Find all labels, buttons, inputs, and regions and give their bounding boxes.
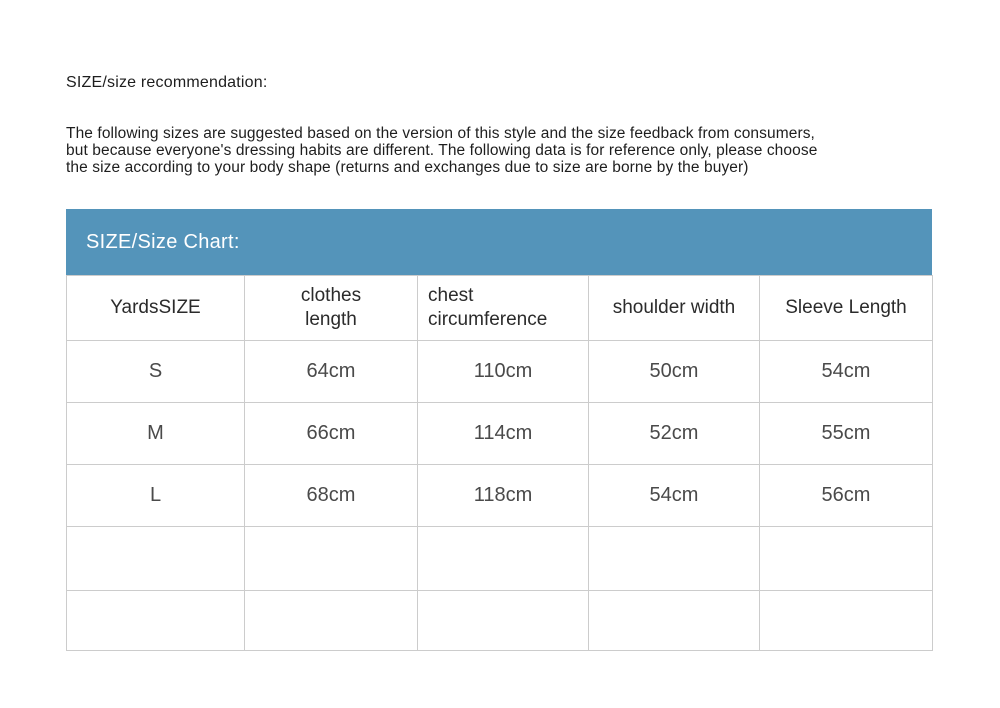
table-row-empty	[66, 590, 933, 651]
cell-shoulder-width: 50cm	[588, 340, 760, 403]
cell-empty	[244, 526, 418, 591]
description-line: but because everyone's dressing habits a…	[66, 142, 818, 159]
cell-chest-circumference: 114cm	[417, 402, 589, 465]
table-row-size-m: M 66cm 114cm 52cm 55cm	[66, 402, 933, 465]
size-description: The following sizes are suggested based …	[66, 125, 1000, 176]
cell-shoulder-width: 52cm	[588, 402, 760, 465]
cell-clothes-length: 68cm	[244, 464, 418, 527]
cell-empty	[759, 526, 933, 591]
cell-empty	[66, 590, 245, 651]
cell-empty	[417, 526, 589, 591]
column-header-chest-circumference: chest circumference	[417, 275, 589, 341]
column-header-yards-size: YardsSIZE	[66, 275, 245, 341]
cell-sleeve-length: 56cm	[759, 464, 933, 527]
cell-size-label: M	[66, 402, 245, 465]
cell-empty	[417, 590, 589, 651]
cell-empty	[588, 590, 760, 651]
cell-chest-circumference: 110cm	[417, 340, 589, 403]
cell-sleeve-length: 54cm	[759, 340, 933, 403]
cell-empty	[66, 526, 245, 591]
cell-empty	[588, 526, 760, 591]
column-header-sleeve-length: Sleeve Length	[759, 275, 933, 341]
table-row-size-l: L 68cm 118cm 54cm 56cm	[66, 464, 933, 527]
size-recommendation-section: SIZE/size recommendation: The following …	[66, 74, 1000, 651]
cell-chest-circumference: 118cm	[417, 464, 589, 527]
cell-empty	[244, 590, 418, 651]
size-chart: SIZE/Size Chart: YardsSIZE clothes lengt…	[66, 209, 933, 651]
description-line: The following sizes are suggested based …	[66, 125, 815, 142]
cell-clothes-length: 66cm	[244, 402, 418, 465]
size-chart-title: SIZE/Size Chart:	[86, 230, 240, 253]
description-line: the size according to your body shape (r…	[66, 159, 749, 176]
column-header-clothes-length: clothes length	[244, 275, 418, 341]
table-row-empty	[66, 526, 933, 591]
cell-clothes-length: 64cm	[244, 340, 418, 403]
table-header-row: YardsSIZE clothes length chest circumfer…	[66, 275, 933, 341]
cell-size-label: L	[66, 464, 245, 527]
cell-sleeve-length: 55cm	[759, 402, 933, 465]
size-chart-title-bar: SIZE/Size Chart:	[66, 209, 932, 275]
cell-shoulder-width: 54cm	[588, 464, 760, 527]
cell-size-label: S	[66, 340, 245, 403]
table-row-size-s: S 64cm 110cm 50cm 54cm	[66, 340, 933, 403]
cell-empty	[759, 590, 933, 651]
column-header-shoulder-width: shoulder width	[588, 275, 760, 341]
size-chart-table: YardsSIZE clothes length chest circumfer…	[66, 275, 933, 651]
page-title: SIZE/size recommendation:	[66, 74, 268, 91]
